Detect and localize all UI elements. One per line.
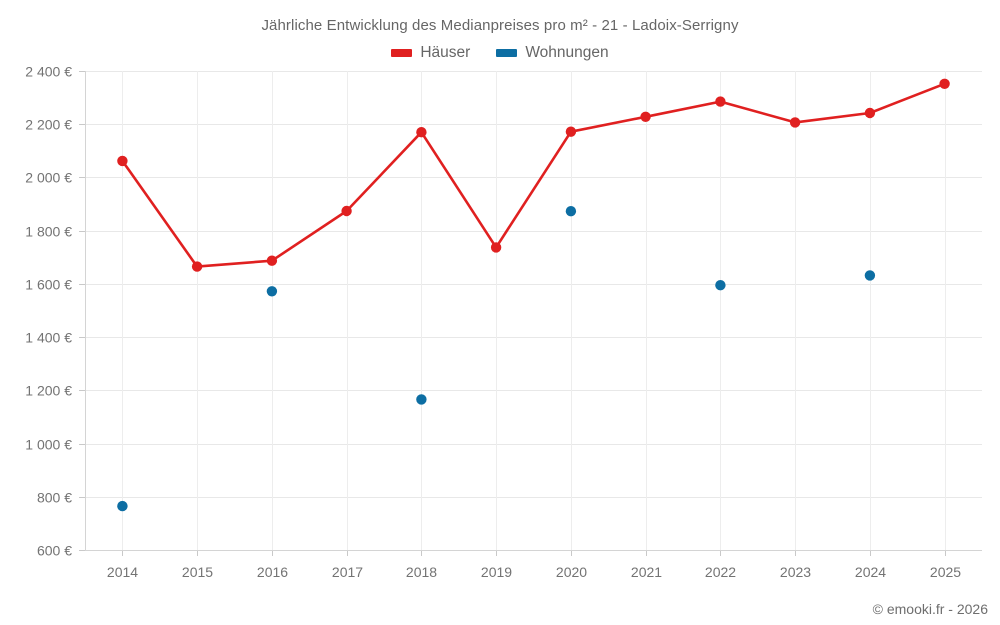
data-point-häuser bbox=[640, 111, 651, 123]
x-tick-label: 2025 bbox=[930, 564, 961, 580]
x-tick-label: 2020 bbox=[556, 564, 587, 580]
y-tick-label: 1 800 € bbox=[25, 224, 72, 240]
data-point-häuser bbox=[490, 242, 502, 253]
x-tick-label: 2015 bbox=[182, 564, 213, 580]
legend-swatch-wohnungen bbox=[496, 49, 518, 57]
data-point-häuser bbox=[939, 78, 950, 90]
x-tick-label: 2022 bbox=[705, 564, 736, 580]
data-point-wohnungen bbox=[117, 500, 128, 512]
legend-label-wohnungen: Wohnungen bbox=[525, 44, 609, 61]
y-tick-label: 1 600 € bbox=[25, 277, 72, 293]
y-tick-label: 2 400 € bbox=[25, 64, 72, 80]
data-point-wohnungen bbox=[565, 206, 577, 217]
y-tick-label: 2 000 € bbox=[25, 170, 72, 186]
y-tick-label: 1 400 € bbox=[25, 330, 72, 346]
x-tick-label: 2021 bbox=[631, 564, 662, 580]
data-point-häuser bbox=[341, 205, 352, 217]
data-point-häuser bbox=[565, 126, 577, 137]
y-axis-tick-labels: 600 € 800 € 1 000 € 1 200 € 1 400 € 1 600 € 1 … bbox=[25, 64, 72, 559]
legend-item-hauser[interactable]: Häuser bbox=[391, 44, 470, 62]
x-tick-label: 2023 bbox=[780, 564, 811, 580]
x-tick-label: 2018 bbox=[406, 564, 437, 580]
y-tick-label: 600 € bbox=[37, 543, 72, 559]
x-axis-tick-labels: 2014 2015 2016 2017 2018 2019 2020 2021 2022 2023… bbox=[107, 564, 961, 580]
legend-item-wohnungen[interactable]: Wohnungen bbox=[496, 44, 609, 62]
x-tick-label: 2024 bbox=[855, 564, 886, 580]
x-tick-label: 2019 bbox=[481, 564, 512, 580]
y-tick-label: 2 200 € bbox=[25, 117, 72, 133]
legend-label-hauser: Häuser bbox=[420, 44, 471, 61]
data-point-häuser bbox=[864, 107, 876, 119]
data-point-wohnungen bbox=[266, 286, 278, 297]
footer-credit: © emooki.fr - 2026 bbox=[872, 601, 988, 617]
data-point-wohnungen bbox=[715, 280, 726, 291]
y-tick-label: 1 200 € bbox=[25, 383, 72, 399]
data-point-wohnungen bbox=[864, 270, 876, 281]
data-point-häuser bbox=[416, 127, 427, 138]
x-tick-label: 2014 bbox=[107, 564, 138, 580]
data-point-häuser bbox=[715, 96, 726, 107]
data-point-häuser bbox=[191, 261, 203, 272]
data-series-layer bbox=[117, 78, 950, 512]
data-point-häuser bbox=[789, 117, 801, 128]
grid-layer bbox=[85, 71, 982, 551]
data-point-wohnungen bbox=[416, 394, 427, 405]
data-point-häuser bbox=[117, 155, 128, 167]
chart-title: Jährliche Entwicklung des Medianpreises … bbox=[261, 17, 739, 34]
x-tick-label: 2016 bbox=[257, 564, 288, 580]
x-tick-label: 2017 bbox=[332, 564, 363, 580]
chart-legend: Häuser Wohnungen bbox=[0, 44, 1000, 62]
axis-layer bbox=[79, 71, 982, 556]
y-tick-label: 1 000 € bbox=[25, 437, 72, 453]
legend-swatch-hauser bbox=[391, 49, 413, 57]
y-tick-label: 800 € bbox=[37, 490, 72, 506]
data-point-häuser bbox=[266, 255, 278, 266]
series-line-häuser bbox=[121, 82, 946, 268]
